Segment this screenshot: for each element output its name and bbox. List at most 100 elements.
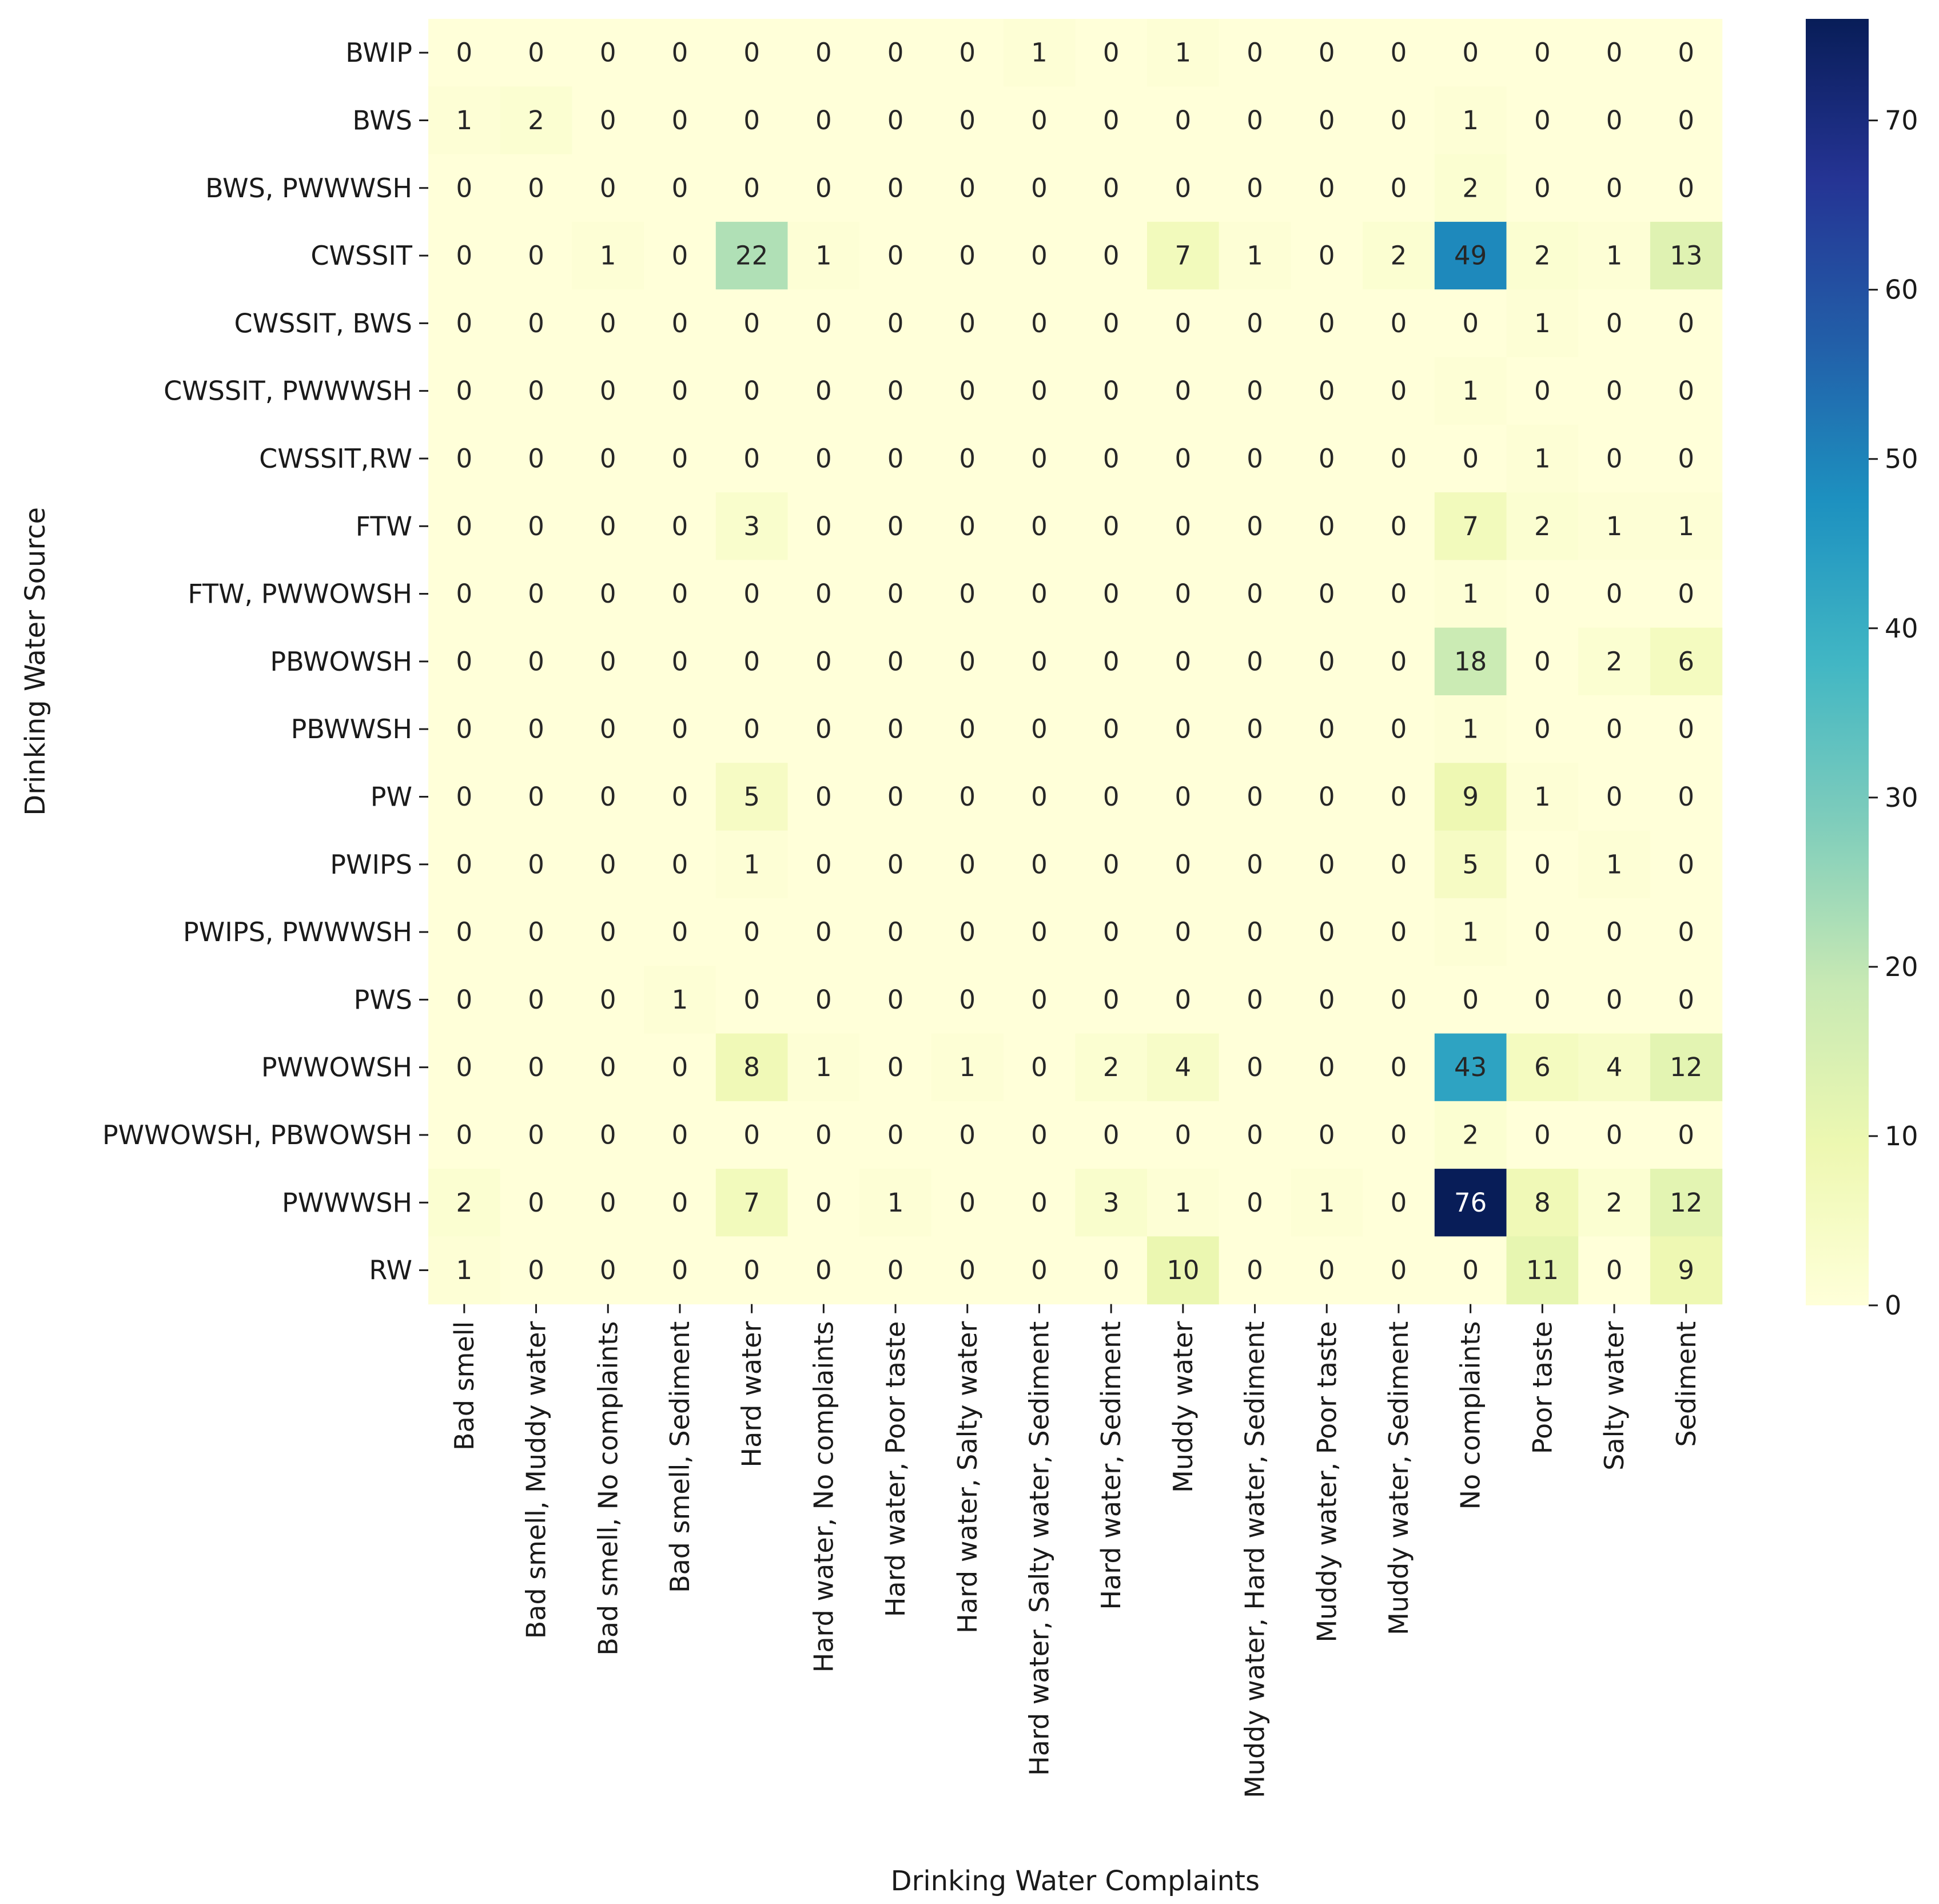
cell-value-label: 0 — [815, 1120, 832, 1150]
cell-value-label: 0 — [743, 1255, 760, 1285]
heatmap-cell — [1434, 560, 1507, 628]
cell-value-label: 0 — [743, 917, 760, 947]
heatmap-cell — [500, 1101, 572, 1169]
cell-value-label: 0 — [887, 376, 904, 406]
heatmap-cell — [859, 357, 932, 425]
heatmap-cell — [1578, 627, 1651, 696]
heatmap-cell — [500, 86, 572, 155]
cell-value-label: 0 — [1247, 579, 1263, 609]
cell-value-label: 0 — [743, 308, 760, 338]
heatmap-cell — [1219, 627, 1291, 696]
cell-value-label: 0 — [1175, 646, 1192, 676]
heatmap-cell — [1434, 695, 1507, 763]
heatmap-cell — [644, 1169, 716, 1237]
cell-value-label: 0 — [815, 376, 832, 406]
heatmap-cell — [1650, 830, 1723, 899]
heatmap-cell — [572, 966, 644, 1034]
cell-value-label: 0 — [743, 443, 760, 473]
cell-value-label: 0 — [1534, 714, 1551, 744]
y-tick-label: PWIPS — [330, 849, 412, 880]
heatmap-cell — [1650, 492, 1723, 560]
cell-value-label: 1 — [1534, 443, 1551, 473]
heatmap-cell — [644, 424, 716, 493]
heatmap-cell — [1147, 424, 1220, 493]
heatmap-cell — [859, 966, 932, 1034]
heatmap-cell — [1003, 966, 1076, 1034]
heatmap-cell — [428, 1101, 501, 1169]
heatmap-cell — [1578, 966, 1651, 1034]
cell-value-label: 0 — [1606, 579, 1623, 609]
heatmap-cell — [1291, 966, 1363, 1034]
heatmap-cell — [1003, 695, 1076, 763]
cell-value-label: 0 — [1247, 1255, 1263, 1285]
heatmap-cell — [787, 154, 860, 222]
heatmap-cell — [1219, 357, 1291, 425]
heatmap-cell — [1363, 221, 1435, 290]
heatmap-cell — [1291, 492, 1363, 560]
heatmap-cell — [1434, 1101, 1507, 1169]
cell-value-label: 1 — [1678, 511, 1694, 541]
heatmap-cell — [1075, 1101, 1148, 1169]
y-tick-label: CWSSIT, BWS — [234, 308, 412, 338]
cell-value-label: 0 — [1606, 308, 1623, 338]
cell-value-label: 0 — [1031, 646, 1048, 676]
cell-value-label: 0 — [456, 985, 473, 1015]
cell-value-label: 0 — [456, 646, 473, 676]
heatmap-cell — [1219, 1236, 1291, 1305]
cell-value-label: 0 — [815, 849, 832, 879]
cell-value-label: 0 — [1175, 443, 1192, 473]
cell-value-label: 0 — [959, 646, 976, 676]
cell-value-label: 0 — [456, 714, 473, 744]
cell-value-label: 7 — [1462, 511, 1479, 541]
heatmap-cell — [1219, 424, 1291, 493]
cell-value-label: 1 — [1534, 782, 1551, 812]
cell-value-label: 0 — [600, 173, 616, 203]
heatmap-cell — [715, 492, 789, 560]
cell-value-label: 0 — [528, 376, 544, 406]
cell-value-label: 0 — [1319, 646, 1335, 676]
heatmap-cell — [1003, 154, 1076, 222]
heatmap-cell — [715, 966, 789, 1034]
y-tick-label: CWSSIT — [310, 240, 413, 271]
cell-value-label: 0 — [887, 38, 904, 68]
x-tick-label: Hard water, No complaints — [808, 1321, 839, 1673]
heatmap-cell — [1219, 898, 1291, 966]
cell-value-label: 11 — [1526, 1255, 1559, 1285]
cell-value-label: 0 — [672, 1120, 688, 1150]
heatmap-cell — [1147, 898, 1220, 966]
cell-value-label: 0 — [1462, 985, 1479, 1015]
heatmap-cell — [644, 695, 716, 763]
cell-value-label: 0 — [1319, 443, 1335, 473]
heatmap-cell — [1650, 898, 1723, 966]
heatmap-cell — [931, 966, 1004, 1034]
cell-value-label: 7 — [1175, 241, 1192, 271]
cell-value-label: 0 — [1678, 376, 1694, 406]
cell-value-label: 0 — [600, 376, 616, 406]
cell-value-label: 0 — [815, 782, 832, 812]
heatmap-cell — [428, 560, 501, 628]
heatmap-cell — [859, 221, 932, 290]
heatmap-cell — [644, 154, 716, 222]
cell-value-label: 0 — [528, 1052, 544, 1082]
cell-value-label: 0 — [815, 38, 832, 68]
cell-value-label: 0 — [1175, 1120, 1192, 1150]
cell-value-label: 2 — [1103, 1052, 1120, 1082]
cell-value-label: 3 — [743, 511, 760, 541]
cell-value-label: 0 — [1031, 714, 1048, 744]
cell-value-label: 1 — [959, 1052, 976, 1082]
cell-value-label: 0 — [887, 714, 904, 744]
heatmap-cell — [715, 1101, 789, 1169]
cell-value-label: 2 — [1606, 646, 1623, 676]
heatmap-cell — [1075, 627, 1148, 696]
cell-value-label: 0 — [1319, 308, 1335, 338]
cell-value-label: 0 — [600, 985, 616, 1015]
cell-value-label: 0 — [1103, 782, 1120, 812]
heatmap-cell — [1434, 898, 1507, 966]
cell-value-label: 0 — [1534, 105, 1551, 136]
heatmap-cell — [572, 1236, 644, 1305]
heatmap-cell — [1434, 1236, 1507, 1305]
cell-value-label: 0 — [1031, 1188, 1048, 1218]
cell-value-label: 0 — [456, 917, 473, 947]
heatmap-cell — [1147, 19, 1220, 87]
cell-value-label: 0 — [1031, 308, 1048, 338]
